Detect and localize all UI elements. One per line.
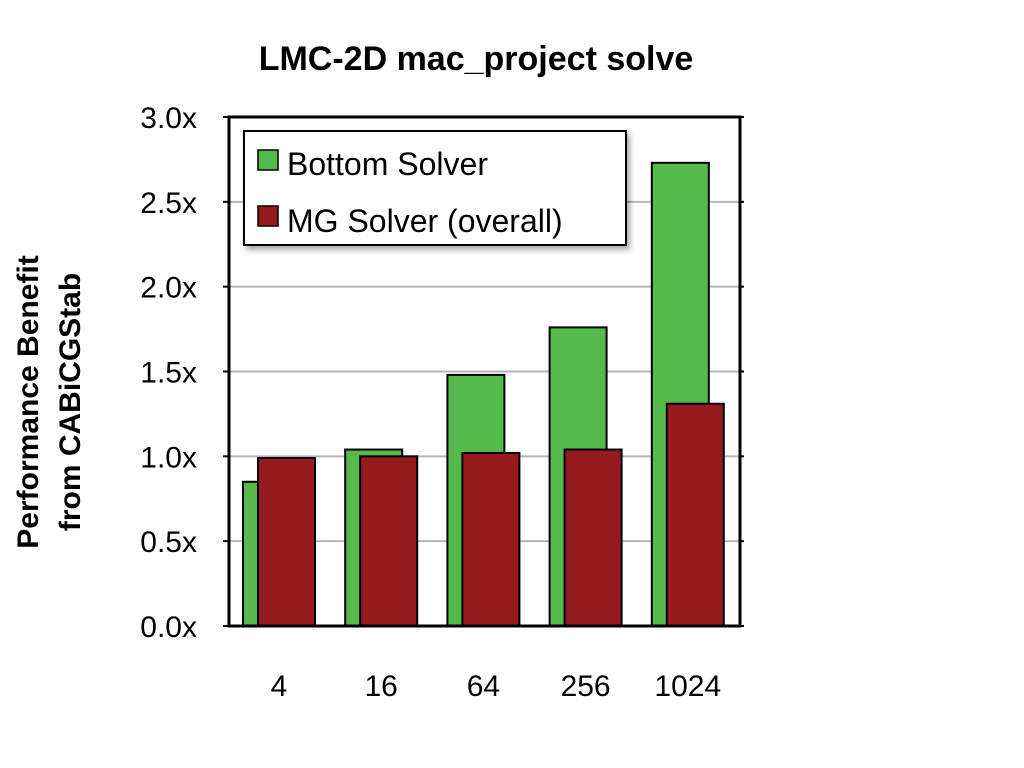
y-tick-label: 2.5x	[140, 187, 197, 220]
y-axis-label-line-2: from CABiCGStab	[54, 273, 87, 531]
bars	[242, 161, 725, 628]
x-tick-label: 16	[365, 670, 398, 703]
x-tick-label: 64	[467, 670, 500, 703]
legend: Bottom Solver MG Solver (overall)	[243, 130, 627, 246]
y-ticks: 0.0x 0.5x 1.0x 1.5x 2.0x 2.5x 3.0x	[140, 102, 744, 644]
bar-mg-solver	[665, 402, 725, 627]
y-tick-label: 3.0x	[140, 102, 197, 135]
bar-mg-solver	[359, 455, 419, 628]
legend-label-mg-solver: MG Solver (overall)	[287, 203, 563, 239]
legend-box	[243, 130, 627, 246]
bar-mg-solver	[461, 451, 521, 627]
x-ticks: 4 16 64 256 1024	[271, 670, 722, 703]
chart-title: LMC-2D mac_project solve	[259, 40, 694, 78]
bar-mg-solver	[257, 457, 316, 627]
y-tick-label: 1.0x	[140, 441, 197, 474]
y-axis-label: Performance Benefit from CABiCGStab	[12, 255, 87, 548]
legend-swatch-bottom-solver	[257, 149, 279, 171]
x-tick-label: 4	[271, 670, 288, 703]
y-axis-label-line-1: Performance Benefit	[12, 255, 45, 548]
legend-swatch-mg-solver	[257, 205, 279, 227]
x-tick-label: 256	[561, 670, 611, 703]
bar-mg-solver	[563, 448, 623, 627]
x-tick-label: 1024	[654, 670, 721, 703]
y-tick-label: 1.5x	[140, 357, 197, 390]
y-tick-label: 0.0x	[140, 611, 197, 644]
legend-label-bottom-solver: Bottom Solver	[287, 146, 488, 182]
y-tick-label: 0.5x	[140, 526, 197, 559]
y-tick-label: 2.0x	[140, 272, 197, 305]
